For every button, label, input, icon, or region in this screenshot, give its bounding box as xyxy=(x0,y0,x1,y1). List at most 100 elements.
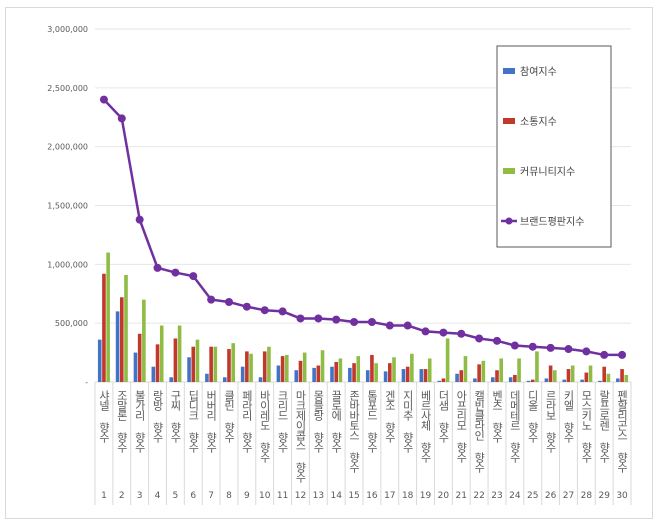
category-label: 불가리 향수 xyxy=(133,390,146,453)
line-point-11 xyxy=(278,307,287,316)
rank-label: 24 xyxy=(509,491,521,501)
bar-3-28 xyxy=(588,365,593,382)
category-label: 딥디크 향수 xyxy=(187,390,200,453)
line-point-12 xyxy=(296,314,305,323)
category-label: 버버리 향수 xyxy=(205,390,218,453)
category-label: 크리드 향수 xyxy=(276,390,289,453)
category-label: 펜할리곤스 향수 xyxy=(616,390,629,473)
category-label: 랄프로렌 향수 xyxy=(598,390,611,463)
bar-1-9 xyxy=(240,366,245,382)
bar-3-18 xyxy=(410,353,414,382)
bar-2-14 xyxy=(334,361,338,382)
line-point-6 xyxy=(189,272,198,281)
legend-label: 브랜드평판지수 xyxy=(520,216,584,228)
legend-swatch-1 xyxy=(503,68,515,74)
bar-3-23 xyxy=(499,358,503,382)
bar-3-12 xyxy=(302,352,307,382)
line-point-9 xyxy=(242,302,251,311)
bar-1-2 xyxy=(115,311,120,382)
bar-3-7 xyxy=(213,346,218,382)
line-point-14 xyxy=(332,315,341,324)
category-label: 끌로에 향수 xyxy=(330,390,343,453)
line-point-15 xyxy=(350,317,359,326)
chart-frame xyxy=(5,7,653,519)
bar-3-26 xyxy=(553,370,557,382)
bar-2-17 xyxy=(388,363,392,382)
bar-1-27 xyxy=(562,379,567,382)
line-point-10 xyxy=(260,306,269,315)
bar-3-22 xyxy=(481,360,486,382)
bar-2-7 xyxy=(209,346,213,382)
bar-1-5 xyxy=(169,377,173,382)
category-label: 클린 향수 xyxy=(223,390,236,443)
bar-1-24 xyxy=(508,377,513,382)
bar-1-29 xyxy=(598,380,602,382)
line-point-24 xyxy=(510,341,519,350)
bar-3-24 xyxy=(517,358,521,382)
bar-1-10 xyxy=(258,377,263,382)
bar-3-17 xyxy=(392,357,396,382)
line-point-3 xyxy=(135,215,144,224)
bar-3-3 xyxy=(142,299,146,382)
rank-label: 2 xyxy=(119,491,125,501)
category-label: 지미추 향수 xyxy=(401,390,414,453)
rank-label: 8 xyxy=(226,491,232,501)
y-tick-label: 1,500,000 xyxy=(47,202,88,211)
line-point-7 xyxy=(207,295,216,304)
category-label: 디올 향수 xyxy=(526,390,539,443)
bar-1-30 xyxy=(616,378,620,382)
rank-label: 12 xyxy=(295,491,306,501)
line-point-2 xyxy=(117,114,126,123)
bar-2-6 xyxy=(191,346,196,382)
bar-3-13 xyxy=(320,350,325,382)
bar-2-24 xyxy=(513,374,517,382)
line-point-21 xyxy=(457,329,466,338)
bar-3-10 xyxy=(267,346,271,382)
rank-label: 23 xyxy=(491,491,502,501)
rank-label: 20 xyxy=(438,491,450,501)
rank-label: 21 xyxy=(456,491,467,501)
bar-2-26 xyxy=(548,365,553,382)
legend-label: 참여지수 xyxy=(520,66,557,78)
bar-3-5 xyxy=(177,325,182,382)
rank-label: 14 xyxy=(330,491,342,501)
rank-label: 5 xyxy=(173,491,179,501)
bar-3-25 xyxy=(535,351,539,382)
line-point-22 xyxy=(475,334,484,343)
line-point-19 xyxy=(421,327,430,336)
bar-1-20 xyxy=(437,380,441,382)
rank-label: 11 xyxy=(277,491,288,501)
bar-1-17 xyxy=(383,371,388,382)
rank-label: 28 xyxy=(581,491,593,501)
bar-1-12 xyxy=(294,370,299,382)
bar-2-16 xyxy=(370,354,374,382)
category-label: 톰포드 향수 xyxy=(365,390,378,453)
category-label: 바이레도 향수 xyxy=(258,390,271,463)
bar-1-22 xyxy=(473,378,477,382)
bar-2-20 xyxy=(441,378,446,382)
category-label: 페라리 향수 xyxy=(240,390,253,453)
bar-3-30 xyxy=(624,374,629,382)
category-label: 존바바토스 향수 xyxy=(348,390,361,473)
bar-3-4 xyxy=(159,325,164,382)
category-label: 구찌 향수 xyxy=(169,390,182,443)
bar-1-14 xyxy=(330,366,334,382)
category-label: 모스키노 향수 xyxy=(580,390,593,463)
category-label: 데메테르 향수 xyxy=(508,390,521,463)
category-label: 랑방 향수 xyxy=(151,390,164,443)
bar-1-6 xyxy=(187,357,191,382)
line-point-5 xyxy=(171,268,180,277)
category-label: 베르사체 향수 xyxy=(419,390,432,463)
category-label: 마크제이콥스 향수 xyxy=(294,390,307,483)
category-label: 겐조 향수 xyxy=(383,390,396,443)
bar-1-28 xyxy=(580,379,584,382)
bar-3-20 xyxy=(445,338,450,382)
rank-label: 17 xyxy=(384,491,395,501)
line-point-30 xyxy=(618,350,627,359)
bar-3-27 xyxy=(570,365,575,382)
category-label: 아프리모 향수 xyxy=(455,390,468,463)
bar-1-15 xyxy=(348,367,352,382)
y-tick-label: 3,000,000 xyxy=(47,25,88,34)
rank-label: 30 xyxy=(616,491,628,501)
bar-3-21 xyxy=(463,356,468,382)
